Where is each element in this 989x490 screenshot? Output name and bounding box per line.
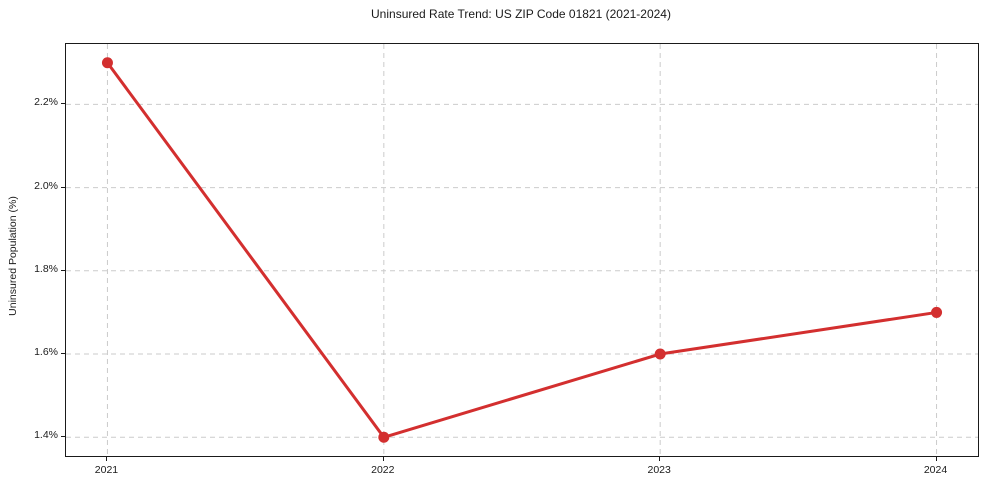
x-tick-label: 2023 <box>647 464 671 476</box>
plot-area <box>65 43 979 457</box>
y-tick-label: 2.0% <box>34 179 58 192</box>
y-tick-mark <box>61 103 65 105</box>
y-tick-mark <box>61 269 65 271</box>
y-axis-title: Uninsured Population (%) <box>7 196 19 316</box>
data-point-marker <box>931 306 943 318</box>
data-point-marker <box>654 348 666 360</box>
x-tick-mark <box>935 457 937 461</box>
y-tick-label: 2.2% <box>34 96 58 109</box>
x-tick-label: 2021 <box>94 464 119 476</box>
y-tick-label: 1.6% <box>34 346 58 359</box>
x-tick-mark <box>659 457 661 461</box>
data-point-marker <box>101 57 113 69</box>
line-chart-canvas <box>66 44 978 456</box>
y-tick-label: 1.4% <box>34 429 58 442</box>
x-tick-mark <box>106 457 108 461</box>
y-tick-mark <box>61 436 65 438</box>
x-tick-label: 2022 <box>371 464 395 476</box>
y-tick-mark <box>61 186 65 188</box>
y-tick-mark <box>61 353 65 355</box>
line-series <box>105 61 939 439</box>
data-point-marker <box>378 431 390 443</box>
y-tick-label: 1.8% <box>34 262 58 275</box>
chart-title: Uninsured Rate Trend: US ZIP Code 01821 … <box>371 7 671 21</box>
x-tick-mark <box>382 457 384 461</box>
x-tick-label: 2024 <box>923 464 948 476</box>
